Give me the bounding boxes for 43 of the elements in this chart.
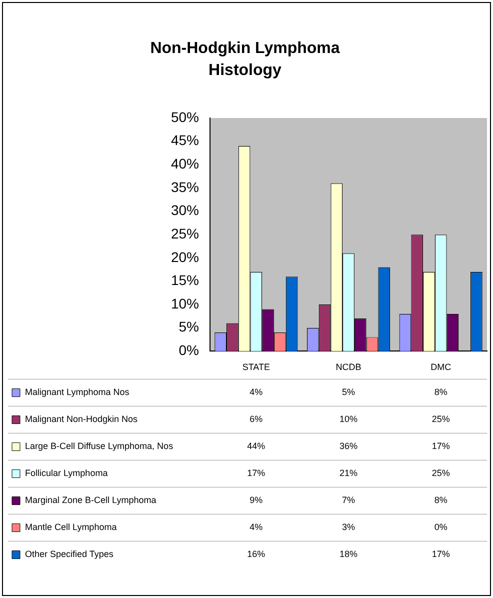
- data-label: 5%: [342, 387, 356, 398]
- data-label: 4%: [250, 387, 263, 398]
- data-label: 6%: [250, 414, 263, 424]
- legend-label: Malignant Lymphoma Nos: [25, 387, 130, 398]
- y-tick-label: 0%: [178, 342, 199, 358]
- data-label: 8%: [434, 387, 448, 398]
- data-label: 3%: [342, 522, 356, 532]
- legend-label: Malignant Non-Hodgkin Nos: [25, 414, 138, 424]
- y-tick-label: 45%: [170, 132, 199, 148]
- legend-label: Marginal Zone B-Cell Lymphoma: [25, 495, 156, 506]
- x-tick-label: DMC: [430, 362, 452, 372]
- y-tick-label: 30%: [170, 202, 199, 218]
- y-tick-label: 25%: [170, 225, 199, 242]
- data-label: 17%: [247, 468, 266, 478]
- data-label: 8%: [434, 495, 448, 506]
- data-label: 9%: [250, 495, 263, 506]
- data-label: 17%: [432, 441, 450, 452]
- x-tick-label: NCDB: [336, 362, 362, 372]
- legend-label: Large B-Cell Diffuse Lymphoma, Nos: [25, 441, 174, 452]
- y-tick-label: 15%: [170, 272, 199, 288]
- data-label: 17%: [432, 549, 450, 560]
- data-label: 25%: [432, 414, 450, 424]
- data-label: 36%: [339, 441, 358, 452]
- chart-title: Non-Hodgkin Lymphoma Histology: [149, 39, 341, 81]
- legend-label: Other Specified Types: [25, 549, 114, 560]
- x-tick-label: STATE: [242, 362, 270, 372]
- data-label: 7%: [342, 495, 356, 506]
- legend-label: Mantle Cell Lymphoma: [25, 522, 117, 532]
- data-label: 21%: [339, 468, 358, 478]
- y-tick-label: 50%: [170, 108, 199, 125]
- y-tick-label: 5%: [178, 318, 199, 335]
- data-label: 16%: [247, 549, 266, 560]
- data-label: 0%: [434, 522, 448, 532]
- y-tick-label: 10%: [170, 295, 199, 312]
- data-label: 44%: [247, 441, 266, 452]
- data-label: 4%: [250, 522, 263, 532]
- y-tick-label: 20%: [170, 248, 199, 265]
- data-label: 10%: [339, 414, 358, 424]
- data-label: 25%: [432, 468, 450, 478]
- legend-label: Follicular Lymphoma: [25, 468, 108, 478]
- data-label: 18%: [339, 549, 358, 560]
- y-tick-label: 40%: [170, 156, 199, 172]
- y-tick-label: 35%: [170, 178, 199, 195]
